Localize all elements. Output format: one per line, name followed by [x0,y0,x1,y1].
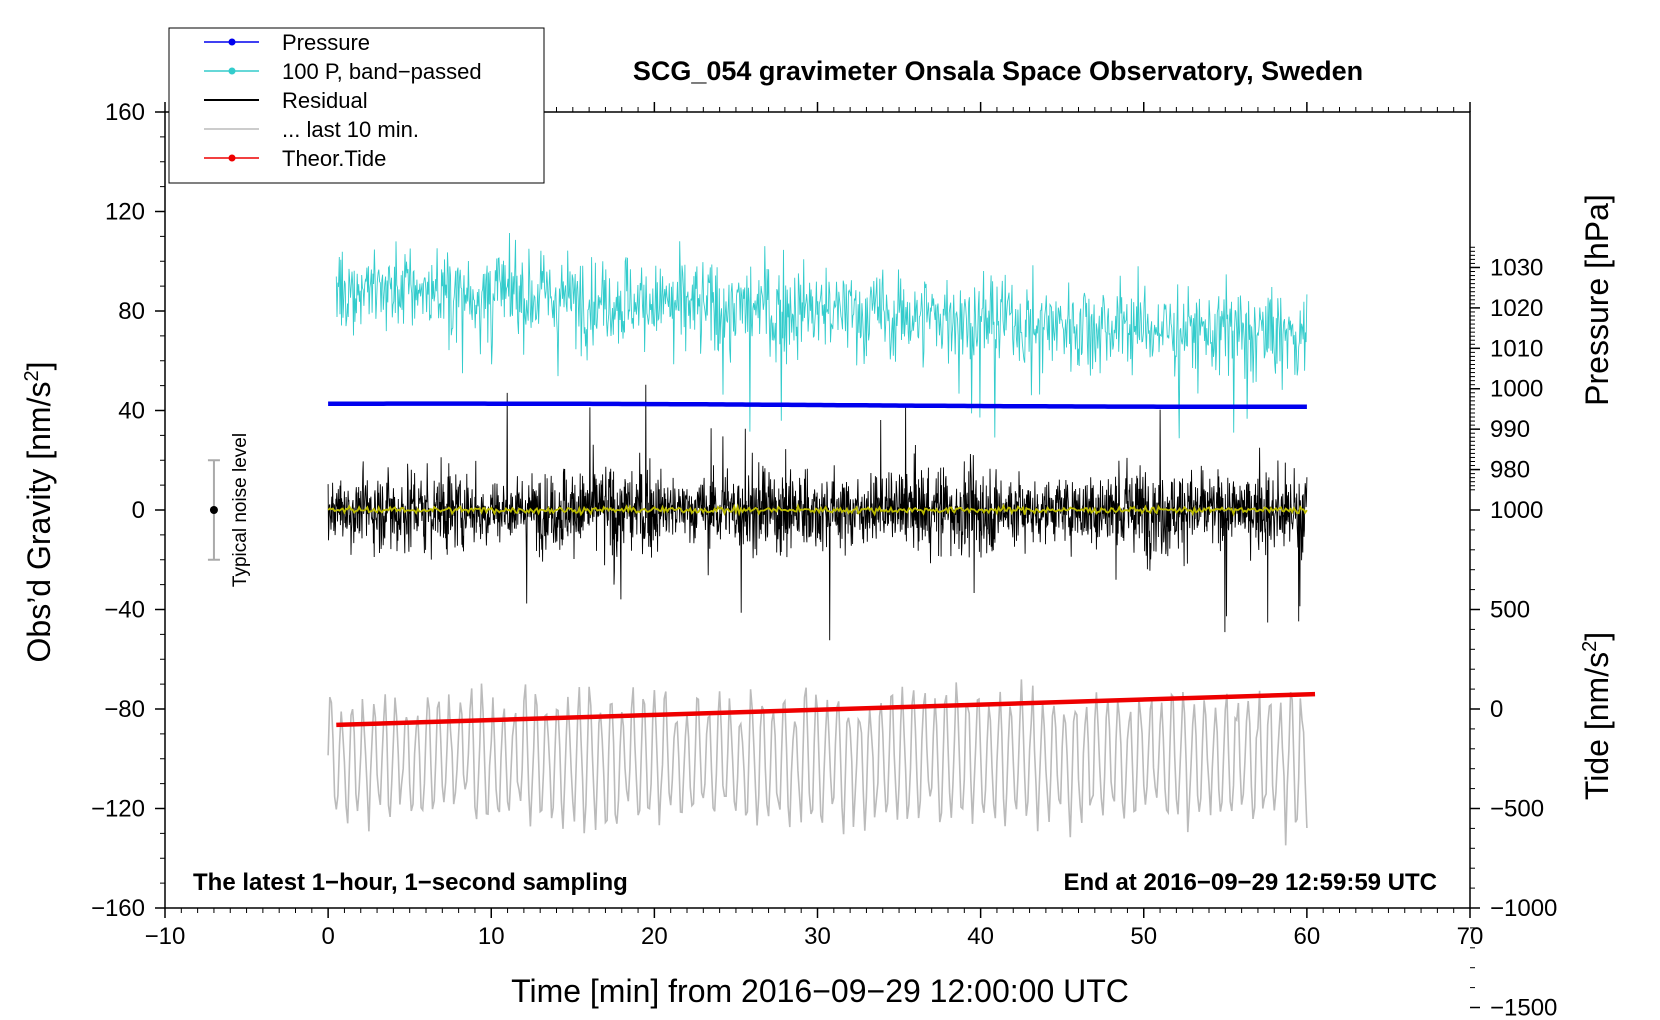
y-tick-label: −160 [91,895,145,922]
legend-marker [228,154,236,162]
legend-label: Theor.Tide [282,146,386,171]
pressure-axis-title: Pressure [hPa] [1579,194,1615,406]
series-theor-tide [336,691,1316,728]
y-axis-title-sup: 2 [21,370,43,381]
series-layer [327,232,1316,846]
y-axis-title-main: Obs’d Gravity [nm/s [21,382,57,663]
tide-axis-title-main: Tide [nm/s [1579,652,1615,800]
pressure-tick-label: 1020 [1490,295,1543,322]
pressure-tick-label: 1030 [1490,254,1543,281]
series-band-passed-pressure [335,232,1308,439]
x-tick-label: 40 [967,923,994,950]
x-axis-title: Time [min] from 2016−09−29 12:00:00 UTC [511,973,1129,1009]
x-tick-label: −10 [145,923,186,950]
pressure-tick-label: 1000 [1490,376,1543,403]
y-tick-label: −120 [91,796,145,823]
y-axis-title: Obs’d Gravity [nm/s2] [21,362,57,663]
annotation-left: The latest 1−hour, 1−second sampling [193,869,628,896]
tide-tick-label: −500 [1490,796,1544,823]
tide-tick-label: 0 [1490,696,1503,723]
x-tick-label: 50 [1130,923,1157,950]
noise-dot [209,506,218,514]
series-smoothed-residual [327,503,1308,517]
x-tick-label: 70 [1457,923,1484,950]
pressure-tick-label: 990 [1490,416,1530,443]
chart-title: SCG_054 gravimeter Onsala Space Observat… [633,56,1363,86]
y-tick-label: 80 [118,298,145,325]
legend-marker [228,67,236,75]
legend-label: 100 P, band−passed [282,59,482,84]
x-tick-label: 30 [804,923,831,950]
legend-label: Pressure [282,30,370,55]
noise-label: Typical noise level [230,433,251,587]
tide-tick-label: 500 [1490,597,1530,624]
tide-tick-label: −1500 [1490,995,1557,1020]
x-tick-label: 10 [478,923,505,950]
tide-axis-title-sup: 2 [1579,641,1601,652]
x-tick-label: 20 [641,923,668,950]
y-tick-label: 160 [105,99,145,126]
y-tick-label: −40 [104,597,145,624]
y-tick-label: 120 [105,199,145,226]
pressure-tick-label: 980 [1490,457,1530,484]
y-tick-label: 40 [118,398,145,425]
x-tick-label: 60 [1294,923,1321,950]
tick-layer: −10 0 10 20 30 40 50 60 7016012080400−40−80−120−… [91,99,1557,1020]
series-pressure [328,401,1307,409]
tide-axis-title-end: ] [1579,632,1615,641]
legend-label: Residual [282,88,368,113]
x-tick-label: 0 [321,923,334,950]
tide-tick-label: 1000 [1490,497,1543,524]
series-residual [327,384,1308,641]
y-tick-label: −80 [104,696,145,723]
noise-level-indicator: Typical noise level [207,433,251,587]
legend-label: ... last 10 min. [282,117,419,142]
y-tick-label: 0 [132,497,145,524]
tide-tick-label: −1000 [1490,895,1557,922]
y-axis-title-end: ] [21,362,57,371]
tide-axis-title: Tide [nm/s2] [1579,632,1615,800]
legend-marker [228,38,236,46]
legend: Pressure 100 P, band−passed Residual ... la… [168,27,545,184]
annotation-right: End at 2016−09−29 12:59:59 UTC [1063,869,1437,896]
pressure-tick-label: 1010 [1490,335,1543,362]
